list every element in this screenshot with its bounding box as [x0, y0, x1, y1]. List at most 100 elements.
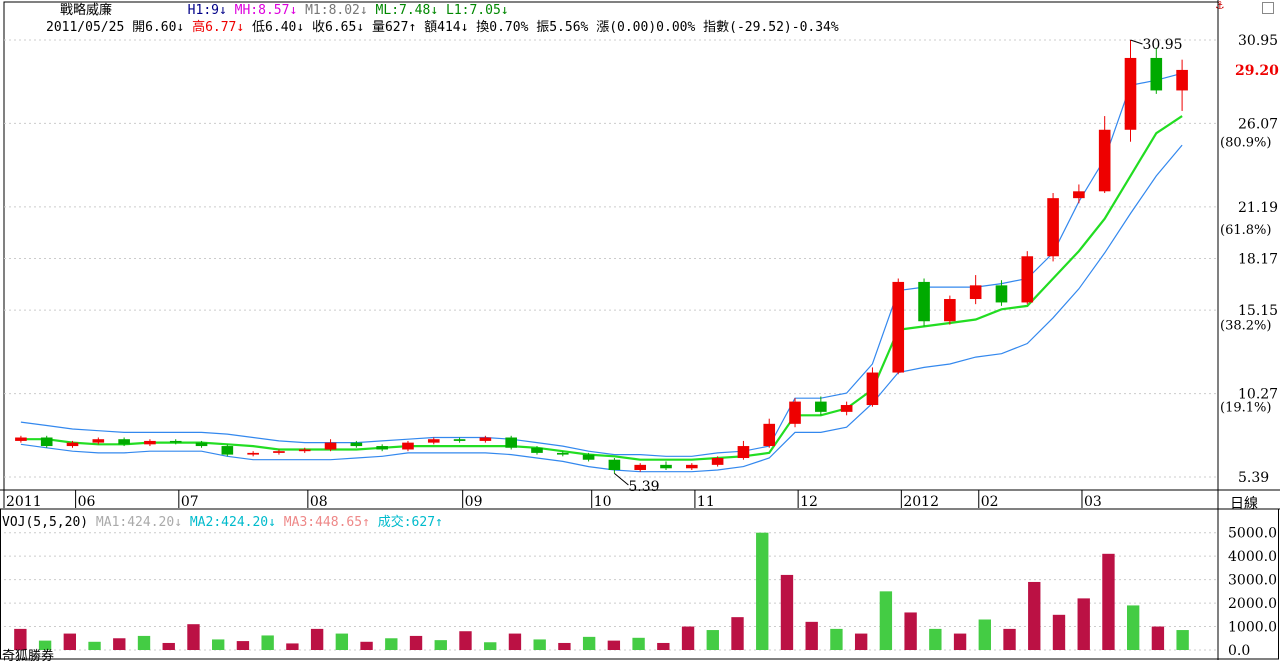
high-arrow-icon: ↓ [236, 20, 245, 35]
candle-body [582, 454, 595, 460]
x-tick-label: 11 [697, 494, 715, 510]
candle-body [737, 446, 750, 459]
volume-bar [1176, 630, 1189, 650]
volume-bar [385, 638, 398, 650]
volume-bar [1102, 553, 1115, 650]
last-price-label: 29.20 [1235, 63, 1279, 79]
quote-close: 收6.65 [312, 20, 357, 35]
candle-body [195, 442, 208, 447]
volume-bar [88, 641, 101, 650]
volume-tick-label: 5000.0 [1228, 526, 1277, 542]
candle-body [866, 372, 879, 406]
anchor-icon[interactable]: ⚓ [1216, 0, 1224, 13]
window-icon[interactable] [1262, 2, 1274, 14]
candle-body [1124, 57, 1137, 130]
candle-body [1047, 198, 1059, 257]
volume-bar [434, 640, 447, 650]
open-arrow-icon: ↓ [176, 20, 185, 35]
x-tick-label: 2011 [6, 494, 42, 510]
quote-open: 開6.60 [132, 20, 177, 35]
ma2-arrow-icon: ↓ [268, 515, 276, 530]
volume-header: VOJ(5,5,20) MA1:424.20↓ MA2:424.20↓ MA3:… [2, 511, 443, 530]
volume-bar [137, 635, 151, 650]
ml-arrow-icon: ↓ [430, 3, 439, 18]
mh-arrow-icon: ↓ [289, 3, 298, 18]
candle-body [1176, 69, 1188, 91]
l1-label: L1:7.05 [446, 3, 501, 18]
volume-bar [1126, 605, 1140, 650]
upper-band-line [20, 72, 1183, 457]
x-tick-label: 12 [800, 494, 818, 510]
x-tick-label: 08 [310, 494, 328, 510]
candle-body [789, 401, 801, 424]
candle-body [1021, 256, 1034, 303]
price-tick-label: 21.19 [1238, 200, 1278, 216]
ml-label: ML:7.48 [375, 3, 431, 18]
price-tick-label: 30.95 [1238, 33, 1278, 49]
volume-bar [236, 641, 250, 650]
ma2-label: MA2:424.20 [189, 515, 269, 530]
h1-label: H1:9 [187, 3, 219, 18]
volume-bar [286, 643, 299, 650]
m1-label: M1:8.02 [305, 3, 360, 18]
volume-bar [879, 591, 893, 650]
candle-body [118, 439, 130, 445]
volume-tick-label: 1000.0 [1228, 620, 1277, 636]
volume-bar [14, 628, 27, 650]
quote-amount: 額414 [424, 20, 461, 35]
quote-change: 漲(0.00)0.00% [596, 20, 696, 35]
candle-body [815, 401, 827, 412]
volume-bar [1003, 628, 1016, 650]
quote-index: 指數(-29.52)-0.34% [703, 20, 839, 35]
volume-bar [607, 640, 621, 650]
volume-bar [681, 626, 695, 650]
volume-bar [212, 639, 225, 650]
percent-tick-label: (61.8%) [1220, 223, 1271, 238]
candle-body [427, 439, 440, 443]
candle-body [969, 285, 982, 300]
quote-high: 高6.77 [192, 20, 237, 35]
candle-body [1098, 129, 1111, 192]
volume-bar [830, 628, 843, 650]
volume-bar [632, 637, 645, 650]
min-pointer-line [614, 473, 629, 486]
candle-body [918, 281, 930, 322]
x-tick-label: 2012 [903, 494, 939, 510]
ma1-label: MA1:424.20 [95, 515, 175, 530]
ma1-arrow-icon: ↓ [174, 515, 183, 530]
x-tick-label: 09 [465, 494, 483, 510]
x-tick-label: 07 [181, 494, 199, 510]
volume-tick-label: 2000.0 [1228, 596, 1277, 612]
m1-arrow-icon: ↓ [359, 3, 368, 18]
candle-body [711, 458, 724, 465]
max-pointer-line [1130, 39, 1143, 45]
h1-arrow-icon: ↓ [218, 3, 227, 18]
candle-body [247, 452, 259, 455]
price-panel-frame [3, 1, 1219, 491]
candle-body [169, 440, 182, 443]
x-tick-label: 02 [981, 494, 999, 510]
candle-body [763, 423, 776, 447]
mh-label: MH:8.57 [234, 3, 290, 18]
price-tick-label: 26.07 [1238, 116, 1278, 132]
candle-body [892, 281, 905, 373]
candle-body [15, 437, 27, 441]
low-arrow-icon: ↓ [296, 20, 305, 35]
x-tick-label: 06 [78, 494, 96, 510]
volume-bar [731, 617, 744, 650]
ma3-label: MA3:448.65 [283, 515, 363, 530]
quote-volume: 量627 [371, 20, 409, 35]
period-label[interactable]: 日線 [1230, 496, 1258, 512]
trade-label: 成交:627 [377, 515, 436, 530]
candle-body [40, 437, 53, 447]
percent-tick-label: (38.2%) [1220, 319, 1271, 334]
volume-bar [1077, 598, 1090, 650]
percent-tick-label: (19.1%) [1220, 401, 1271, 416]
ma3-arrow-icon: ↑ [362, 515, 370, 530]
amount-arrow-icon: ↓ [460, 20, 469, 35]
candle-body [273, 451, 285, 453]
volume-bar [162, 642, 175, 650]
l1-arrow-icon: ↓ [500, 3, 509, 18]
volume-bar [508, 633, 522, 650]
